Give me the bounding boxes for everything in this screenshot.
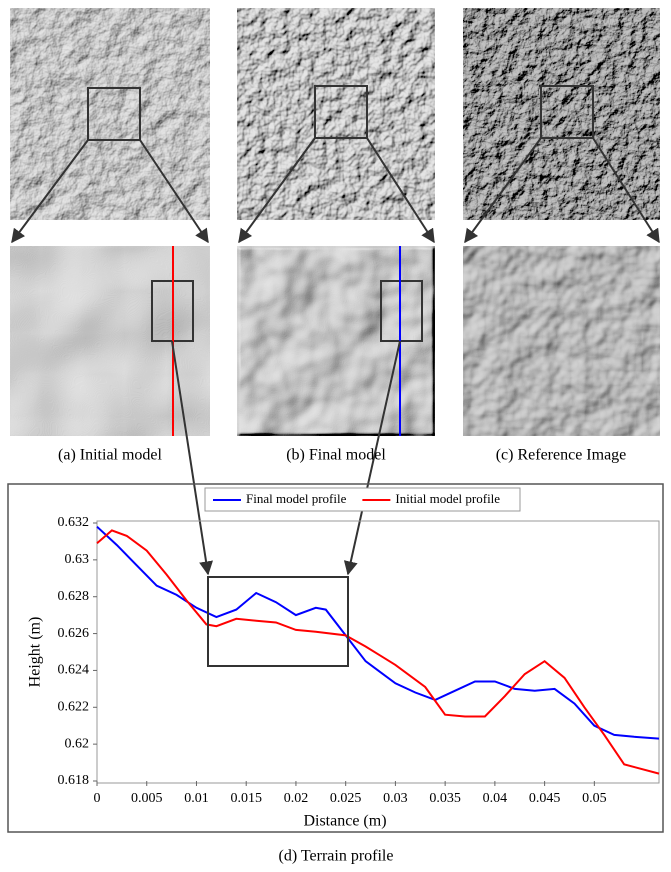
x-tick-label: 0.01: [184, 791, 209, 806]
caption: (b) Final model: [286, 447, 386, 464]
image-final: [237, 8, 435, 220]
series-line: [96, 529, 660, 775]
zoom-box: [87, 87, 141, 141]
x-tick-label: 0.03: [383, 791, 408, 806]
y-tick-label: 0.63: [65, 552, 90, 567]
y-tick-label: 0.628: [58, 589, 90, 604]
y-tick-label: 0.62: [65, 736, 90, 751]
legend: Final model profile Initial model profile: [204, 487, 521, 512]
caption: (d) Terrain profile: [279, 848, 394, 865]
image-reference: [463, 8, 660, 220]
zoom-box: [540, 85, 594, 139]
zoom-reference: [463, 246, 660, 436]
arrow: [366, 137, 435, 244]
x-tick-label: 0.015: [230, 791, 262, 806]
arrow: [139, 139, 209, 244]
x-tick-label: 0.005: [131, 791, 163, 806]
x-tick-label: 0.035: [429, 791, 461, 806]
chart: 0.618 0.62 0.622 0.624 0.626 0.628 0.63 0.632 0 0…: [58, 487, 660, 806]
arrows: [11, 137, 660, 576]
arrow: [238, 137, 316, 244]
x-tick-label: 0: [94, 791, 101, 806]
x-tick-label: 0.025: [330, 791, 362, 806]
plot-area: [96, 520, 660, 784]
arrow: [592, 137, 660, 244]
legend-label: Final model profile: [246, 491, 347, 506]
y-tick-label: 0.618: [58, 773, 90, 788]
series-line: [96, 525, 660, 740]
zoom-box: [314, 85, 368, 139]
x-tick-label: 0.02: [284, 791, 309, 806]
x-tick-label: 0.04: [483, 791, 508, 806]
profile-box: [380, 280, 423, 342]
x-axis-label: Distance (m): [303, 813, 386, 830]
legend-label: Initial model profile: [395, 491, 500, 506]
arrow: [343, 340, 401, 576]
y-tick-label: 0.622: [58, 700, 90, 715]
x-tick-label: 0.045: [529, 791, 561, 806]
y-tick-label: 0.624: [58, 663, 90, 678]
arrow: [11, 139, 89, 244]
y-tick-label: 0.632: [58, 515, 90, 530]
y-axis-label: Height (m): [27, 617, 44, 688]
arrow: [171, 340, 213, 576]
image-initial: [10, 8, 210, 220]
x-tick-label: 0.05: [582, 791, 607, 806]
zoom-region: [207, 576, 349, 667]
y-tick-label: 0.626: [58, 626, 90, 641]
caption: (a) Initial model: [58, 447, 163, 464]
chart-frame: [7, 483, 664, 833]
arrow: [464, 137, 542, 244]
caption: (c) Reference Image: [496, 447, 627, 464]
